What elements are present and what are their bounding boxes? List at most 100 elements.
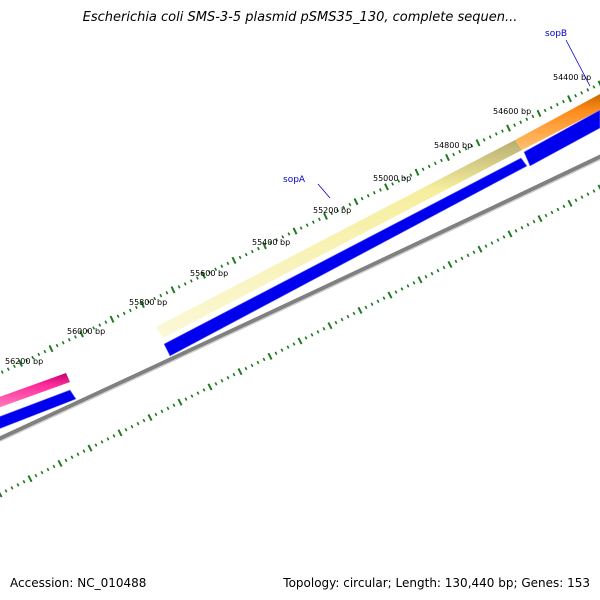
minor-tick xyxy=(382,296,386,300)
minor-tick xyxy=(466,253,470,258)
minor-tick xyxy=(531,114,535,119)
minor-tick xyxy=(220,379,224,383)
major-tick xyxy=(297,337,303,345)
minor-tick xyxy=(348,202,352,207)
minor-tick xyxy=(189,279,193,283)
minor-tick xyxy=(562,204,566,209)
major-tick xyxy=(57,459,63,467)
inner-tick-ruler xyxy=(0,184,600,498)
minor-tick xyxy=(165,291,169,295)
minor-tick xyxy=(238,255,242,260)
minor-tick xyxy=(500,129,504,133)
minor-tick xyxy=(400,287,404,291)
feature-pink[interactable] xyxy=(0,373,70,413)
major-tick xyxy=(27,475,33,483)
major-tick xyxy=(262,242,267,250)
minor-tick xyxy=(360,196,364,201)
tick-label: 54400 bp xyxy=(553,73,591,82)
minor-tick xyxy=(43,349,47,354)
minor-tick xyxy=(16,483,20,487)
minor-tick xyxy=(262,357,266,362)
cds-arrow-sopB[interactable] xyxy=(523,109,600,167)
minor-tick xyxy=(580,195,584,199)
major-tick xyxy=(231,256,237,265)
sopA-leader-line xyxy=(317,183,331,199)
minor-tick xyxy=(220,264,224,268)
major-tick xyxy=(48,344,54,353)
cds-arrow-left[interactable] xyxy=(0,389,77,434)
minor-tick xyxy=(424,275,428,279)
tick-label: 54800 bp xyxy=(434,141,472,150)
minor-tick xyxy=(52,464,56,469)
minor-tick xyxy=(482,138,486,142)
major-tick xyxy=(597,80,600,87)
minor-tick xyxy=(0,370,4,374)
minor-tick xyxy=(472,250,476,254)
cds-arrow-sopA[interactable] xyxy=(163,157,528,357)
tick-label: 55400 bp xyxy=(252,238,290,247)
minor-tick xyxy=(134,305,138,310)
minor-tick xyxy=(549,105,553,110)
major-tick xyxy=(292,227,298,235)
minor-tick xyxy=(82,449,86,453)
major-tick xyxy=(323,212,328,220)
minor-tick xyxy=(427,164,431,169)
minor-tick xyxy=(352,311,356,316)
minor-tick xyxy=(172,403,176,407)
minor-tick xyxy=(342,205,346,210)
minor-tick xyxy=(555,102,559,107)
minor-tick xyxy=(112,434,116,438)
major-tick xyxy=(447,260,453,269)
feature-orange[interactable] xyxy=(515,94,600,150)
minor-tick xyxy=(100,440,104,444)
minor-tick xyxy=(177,285,181,289)
minor-tick xyxy=(574,94,578,98)
gene-label-sopB[interactable]: sopB xyxy=(545,29,567,39)
major-tick xyxy=(267,352,273,360)
minor-tick xyxy=(25,358,29,363)
minor-tick xyxy=(561,99,565,104)
minor-tick xyxy=(274,351,278,355)
minor-tick xyxy=(269,241,273,245)
minor-tick xyxy=(22,480,26,484)
major-tick xyxy=(0,491,3,498)
minor-tick xyxy=(336,208,340,213)
minor-tick xyxy=(322,327,326,331)
major-tick xyxy=(177,398,183,406)
minor-tick xyxy=(67,338,71,342)
major-tick xyxy=(536,109,542,118)
minor-tick xyxy=(195,276,199,280)
tick-label: 55000 bp xyxy=(373,174,411,183)
minor-tick xyxy=(31,355,35,360)
minor-tick xyxy=(292,342,296,346)
minor-tick xyxy=(488,135,492,139)
gene-label-sopA[interactable]: sopA xyxy=(283,175,306,185)
minor-tick xyxy=(106,437,110,441)
minor-tick xyxy=(76,452,80,456)
minor-tick xyxy=(136,421,140,426)
minor-tick xyxy=(304,336,308,340)
minor-tick xyxy=(128,308,132,313)
minor-tick xyxy=(37,352,41,357)
major-tick xyxy=(507,230,513,238)
major-tick xyxy=(117,429,123,437)
minor-tick xyxy=(556,207,560,212)
minor-tick xyxy=(64,458,68,463)
minor-tick xyxy=(346,314,350,319)
minor-tick xyxy=(46,467,50,472)
minor-tick xyxy=(364,305,368,310)
minor-tick xyxy=(73,335,77,339)
minor-tick xyxy=(316,330,320,334)
major-tick xyxy=(567,95,572,103)
minor-tick xyxy=(484,244,488,248)
minor-tick xyxy=(124,428,128,432)
minor-tick xyxy=(166,406,170,411)
major-tick xyxy=(140,300,145,309)
topology-summary: Topology: circular; Length: 130,440 bp; … xyxy=(283,576,590,590)
minor-tick xyxy=(287,232,291,236)
major-tick xyxy=(357,306,363,314)
minor-tick xyxy=(61,341,65,345)
minor-tick xyxy=(130,424,134,429)
minor-tick xyxy=(159,293,163,298)
feature-pale[interactable] xyxy=(156,140,522,338)
